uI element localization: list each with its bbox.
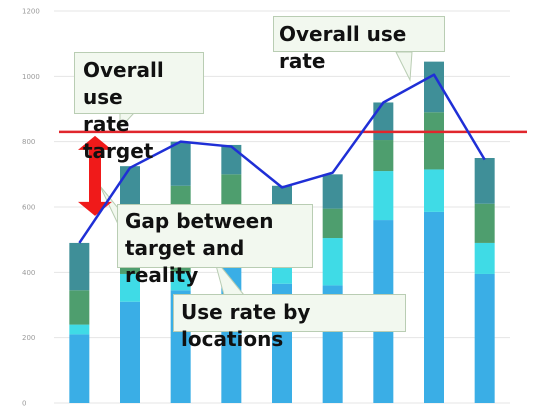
bar-segment (474, 242, 495, 274)
bar-segment (170, 272, 191, 291)
bar-segment (474, 203, 495, 243)
bar-segment (424, 211, 444, 403)
locations-callout: Use rate by locations (173, 294, 406, 351)
gap-arrow-group (78, 135, 112, 216)
bar-segment (69, 242, 90, 291)
bar-segment (474, 273, 495, 403)
bar-segment (322, 174, 343, 209)
bar-segment (322, 208, 343, 239)
gap-arrow (78, 135, 112, 216)
bar-segment (424, 169, 444, 212)
y-tick-label: 600 (22, 204, 35, 212)
target-callout: Overall use rate target (74, 52, 204, 163)
overall-callout-pointer (395, 51, 413, 82)
bar-segment (424, 61, 444, 113)
bar-segment (272, 185, 292, 206)
bar-segment (373, 102, 394, 141)
overall-use-rate-callout: Overall use rate (273, 16, 445, 73)
bar-segment (69, 324, 90, 335)
y-tick-label: 0 (22, 400, 26, 408)
bar-segment (170, 141, 191, 186)
y-tick-label: 1000 (22, 73, 40, 81)
bar-segment (322, 238, 343, 286)
bar-segment (120, 265, 140, 274)
bar-segment (373, 171, 394, 221)
y-axis: 0 200 400 600 800 1000 1200 (22, 8, 40, 408)
bar-segment (424, 112, 444, 170)
y-tick-label: 800 (22, 138, 35, 146)
bar-segment (373, 140, 394, 172)
gap-callout: Gap between target and reality (117, 204, 313, 287)
y-tick-label: 200 (22, 334, 35, 342)
bar-segment (221, 144, 242, 175)
bar-segment (69, 334, 90, 403)
y-tick-label: 1200 (22, 8, 40, 16)
bar-segment (272, 267, 292, 284)
bar-segment (69, 290, 90, 325)
overall-rate-line-group (78, 73, 486, 244)
bar-segment (120, 273, 140, 302)
overall-rate-line (78, 73, 486, 244)
bar-segment (474, 158, 495, 204)
y-tick-label: 400 (22, 269, 35, 277)
bar-segment (120, 301, 140, 403)
